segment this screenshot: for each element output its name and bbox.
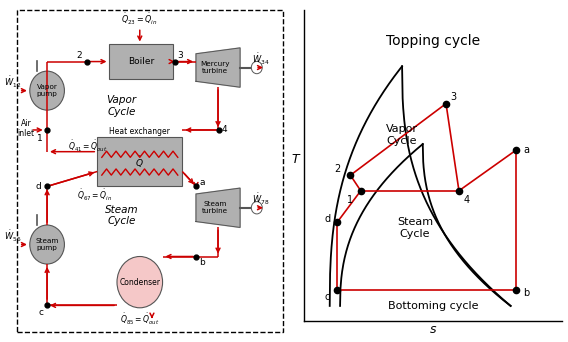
Text: $\dot{Q}_{85}=\dot{Q}_{out}$: $\dot{Q}_{85}=\dot{Q}_{out}$ [120,312,160,327]
Text: c: c [324,292,330,302]
Circle shape [30,225,64,264]
Text: Steam
pump: Steam pump [35,238,59,251]
Text: 3: 3 [451,92,457,102]
Text: $\dot{W}_{56}$: $\dot{W}_{56}$ [4,228,22,244]
Text: b: b [199,258,205,267]
Text: Topping cycle: Topping cycle [386,35,480,48]
Text: Mercury
turbine: Mercury turbine [201,61,229,74]
Text: $\dot{Q}_{67}=\dot{Q}_{in}$: $\dot{Q}_{67}=\dot{Q}_{in}$ [77,187,112,202]
Text: Vapor
Cycle: Vapor Cycle [386,124,418,146]
Text: Heat exchanger: Heat exchanger [110,127,170,136]
Text: Vapor
Cycle: Vapor Cycle [106,95,137,117]
Text: a: a [199,179,205,187]
Text: Air
inlet: Air inlet [17,119,35,138]
Text: $\dot{W}_{34}$: $\dot{W}_{34}$ [252,51,269,67]
Text: Boiler: Boiler [128,57,154,66]
Circle shape [30,71,64,110]
Text: 3: 3 [177,51,183,60]
Text: d: d [36,182,41,191]
Polygon shape [196,188,240,227]
Text: Condenser: Condenser [119,278,160,287]
Text: Steam
Cycle: Steam Cycle [105,205,139,226]
Text: b: b [523,288,529,299]
Text: $\dot{Q}$: $\dot{Q}$ [135,155,144,170]
Circle shape [251,62,262,74]
Text: 1: 1 [36,134,43,143]
Circle shape [251,201,262,214]
Circle shape [117,256,162,308]
Y-axis label: T: T [292,153,299,166]
Text: $\dot{W}_{78}$: $\dot{W}_{78}$ [252,192,269,207]
Text: Steam
turbine: Steam turbine [202,201,228,214]
Text: c: c [39,308,44,317]
Text: $\dot{Q}_{41}=\dot{Q}_{out}$: $\dot{Q}_{41}=\dot{Q}_{out}$ [68,139,108,154]
FancyBboxPatch shape [110,44,173,79]
Text: Steam
Cycle: Steam Cycle [397,217,433,239]
Text: Vapor
pump: Vapor pump [37,84,57,97]
Text: 2: 2 [335,164,341,174]
Bar [16,10,283,332]
Text: 1: 1 [348,195,353,205]
Text: a: a [523,145,529,155]
Text: d: d [324,214,330,224]
Text: 4: 4 [463,195,470,205]
Text: 2: 2 [76,51,82,60]
Text: $\dot{Q}_{23}=\dot{Q}_{in}$: $\dot{Q}_{23}=\dot{Q}_{in}$ [122,11,158,26]
FancyBboxPatch shape [97,137,182,186]
Text: $\dot{W}_{12}$: $\dot{W}_{12}$ [4,74,22,90]
Polygon shape [196,48,240,87]
Text: Bottoming cycle: Bottoming cycle [388,301,478,311]
Text: 4: 4 [222,126,227,134]
X-axis label: s: s [430,323,436,336]
